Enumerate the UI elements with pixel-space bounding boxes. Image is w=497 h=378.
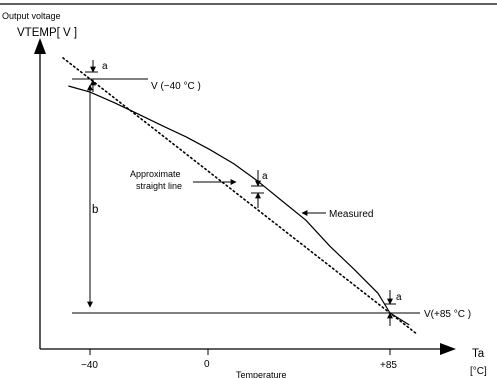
approx-line-label: Approximate <box>130 169 181 179</box>
approx-line-label: straight line <box>136 181 182 191</box>
x-axis-arrow <box>440 343 456 355</box>
y-axis-symbol: VTEMP[ V ] <box>17 27 77 39</box>
x-tick-label: +85 <box>380 360 397 371</box>
x-tick-label: −40 <box>81 360 98 371</box>
level-label-minus40: V (−40 °C ) <box>151 81 201 92</box>
measured-label: Measured <box>329 209 373 220</box>
x-axis-unit: [°C] <box>470 366 487 377</box>
approximate-line-series <box>62 57 418 335</box>
y-axis-arrow <box>34 38 46 54</box>
x-axis-symbol: Ta <box>472 348 485 360</box>
measured-curve-series <box>68 85 410 326</box>
y-axis-title: Output voltage <box>2 11 61 21</box>
level-label-plus85: V(+85 °C ) <box>424 309 471 320</box>
x-tick-label: 0 <box>204 359 210 370</box>
deviation-label-top: a <box>102 61 108 72</box>
deviation-label-bottom: a <box>396 292 402 303</box>
span-label-b: b <box>92 204 98 216</box>
x-axis-caption: Temperature <box>236 370 287 378</box>
deviation-label-mid: a <box>262 171 268 182</box>
